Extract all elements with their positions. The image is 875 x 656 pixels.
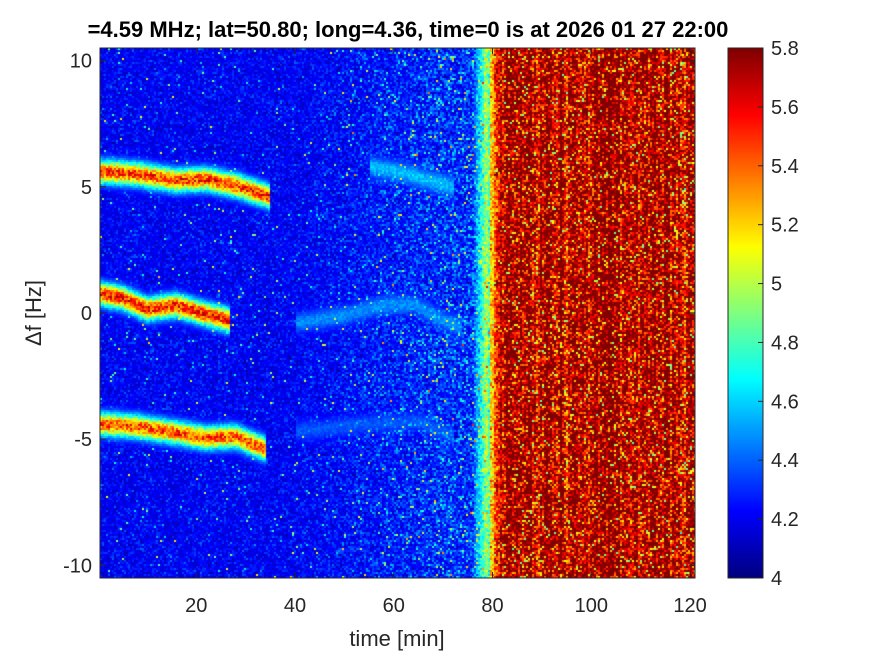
x-axis-label: time [min] [349, 626, 444, 651]
y-tick-label: 10 [70, 51, 92, 73]
x-tick-label: 20 [185, 595, 207, 617]
colorbar-tick-label: 5.2 [771, 215, 799, 237]
colorbar-tick-label: 5 [771, 274, 782, 296]
y-axis: -10 -5 0 5 10 [63, 51, 695, 577]
colorbar-frame [727, 47, 764, 579]
colorbar-tick-label: 4.6 [771, 391, 799, 413]
colorbar-tick-label: 4.4 [771, 450, 799, 472]
colorbar-tick-label: 5.4 [771, 156, 799, 178]
colorbar-tick-label: 5.8 [771, 38, 799, 60]
x-tick-label: 120 [673, 595, 706, 617]
chart-title: =4.59 MHz; lat=50.80; long=4.36, time=0 … [88, 17, 729, 42]
colorbar-tick-label: 4 [771, 568, 782, 590]
colorbar-axis: 4 4.2 4.4 4.6 4.8 5 5.2 5.4 5.6 5.8 [758, 38, 799, 590]
y-tick-label: -5 [74, 429, 92, 451]
colorbar [728, 48, 763, 578]
spectrogram-heatmap [100, 48, 695, 578]
y-tick-label: 0 [81, 303, 92, 325]
y-axis-label: Δf [Hz] [21, 280, 46, 346]
plot-area [100, 48, 695, 578]
x-tick-label: 100 [575, 595, 608, 617]
y-tick-label: -10 [63, 555, 92, 577]
x-tick-label: 40 [284, 595, 306, 617]
y-tick-label: 5 [81, 177, 92, 199]
x-tick-label: 60 [383, 595, 405, 617]
colorbar-tick-label: 4.8 [771, 332, 799, 354]
colorbar-gradient [728, 48, 763, 578]
x-tick-label: 80 [481, 595, 503, 617]
x-axis: 20 40 60 80 100 120 [185, 48, 707, 617]
colorbar-tick-label: 5.6 [771, 97, 799, 119]
colorbar-tick-label: 4.2 [771, 509, 799, 531]
